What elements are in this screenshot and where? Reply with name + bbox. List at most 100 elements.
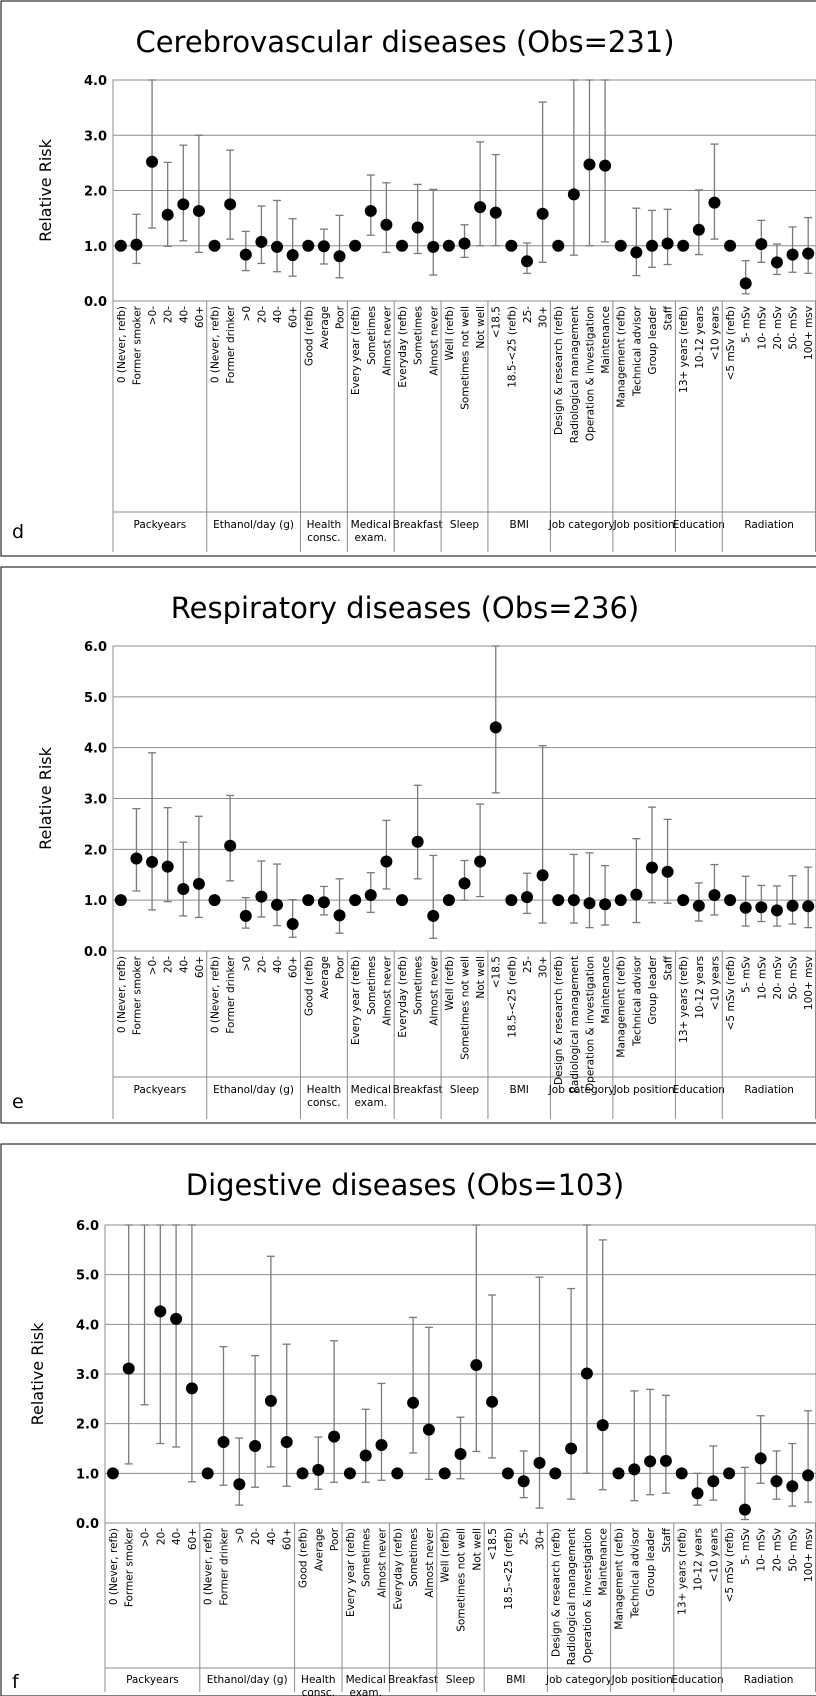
data-point	[474, 855, 487, 868]
data-point	[349, 894, 362, 907]
x-category-label: <18.5	[491, 306, 503, 338]
y-tick-label: 0.0	[84, 945, 107, 960]
x-category-label: Good (refb)	[298, 1528, 310, 1588]
data-point	[106, 1467, 119, 1480]
x-category-label: 50- mSv	[788, 956, 800, 1000]
data-point	[380, 218, 393, 231]
y-tick-label: 2.0	[84, 185, 107, 200]
x-category-label: Operation & investigation	[582, 1528, 594, 1663]
group-label: Sleep	[450, 519, 480, 531]
x-category-label: >0-	[140, 1528, 152, 1547]
x-category-label: Every year (refb)	[345, 1528, 357, 1617]
group-label: Radiation	[744, 1084, 794, 1096]
data-point	[170, 1312, 183, 1325]
data-point	[599, 159, 612, 172]
x-category-label: <10 years	[709, 306, 721, 360]
x-category-label: Operation & investigation	[584, 956, 596, 1091]
x-category-label: 60+	[194, 306, 206, 328]
data-point	[217, 1436, 230, 1449]
data-point	[177, 882, 190, 895]
x-category-label: <18.5	[487, 1528, 499, 1560]
data-point	[177, 198, 190, 211]
data-point	[391, 1467, 404, 1480]
panel-letter: f	[12, 1671, 20, 1693]
data-point	[738, 1503, 751, 1516]
x-category-label: <5 mSv (refb)	[725, 306, 737, 380]
group-label: Packyears	[134, 1084, 187, 1096]
x-category-label: 13+ years (refb)	[678, 306, 690, 393]
group-label: Medical	[351, 1084, 391, 1096]
data-point	[802, 1469, 815, 1482]
x-category-label: >0	[241, 306, 253, 321]
panel-frame	[0, 1143, 816, 1696]
data-point	[486, 1395, 499, 1408]
group-label: consc.	[302, 1687, 335, 1696]
x-category-label: 0 (Never, refb)	[203, 1528, 215, 1605]
data-point	[233, 1478, 246, 1491]
x-category-label: Sometimes not well	[456, 1528, 468, 1632]
x-category-label: 0 (Never, refb)	[210, 956, 222, 1033]
x-category-label: 18.5-<25 (refb)	[503, 1528, 515, 1610]
x-category-label: Almost never	[428, 955, 440, 1025]
data-point	[644, 1455, 657, 1468]
x-category-label: 60+	[282, 1528, 294, 1550]
x-category-label: Everyday (refb)	[397, 956, 409, 1038]
data-point	[442, 894, 455, 907]
data-point	[317, 896, 330, 909]
data-point	[661, 237, 674, 250]
data-point	[380, 855, 393, 868]
x-category-label: Not well	[471, 1528, 483, 1571]
data-point	[567, 188, 580, 201]
data-point	[130, 852, 143, 865]
x-category-label: Former smoker	[131, 305, 143, 385]
x-category-label: Operation & investigation	[584, 306, 596, 441]
x-category-label: Every year (refb)	[350, 306, 362, 395]
group-label: exam.	[355, 1097, 388, 1109]
data-point	[802, 900, 815, 913]
data-point	[470, 1359, 483, 1372]
x-category-label: Every year (refb)	[350, 956, 362, 1045]
data-point	[489, 206, 502, 219]
x-category-label: 60+	[288, 956, 300, 978]
x-category-label: 100+ msv	[803, 1528, 815, 1582]
data-point	[271, 240, 284, 253]
x-category-label: 50- mSv	[788, 306, 800, 350]
x-category-label: 5- mSv	[740, 1528, 752, 1565]
y-tick-label: 0.0	[76, 1517, 99, 1532]
data-point	[192, 204, 205, 217]
data-point	[724, 894, 737, 907]
group-label: Health	[307, 1084, 341, 1096]
x-category-label: Sometimes	[413, 306, 425, 365]
data-point	[407, 1396, 420, 1409]
data-point	[280, 1436, 293, 1449]
x-category-label: <10 years	[709, 956, 721, 1010]
x-category-label: 10-12 years	[693, 1528, 705, 1591]
x-category-label: Former drinker	[225, 955, 237, 1033]
data-point	[302, 894, 315, 907]
group-label: Packyears	[134, 519, 187, 531]
x-category-label: Technical advisor	[631, 955, 643, 1047]
x-category-label: 10- mSv	[756, 1528, 768, 1572]
data-point	[520, 891, 533, 904]
data-point	[552, 894, 565, 907]
x-category-label: Average	[319, 956, 331, 999]
data-point	[599, 898, 612, 911]
data-point	[677, 239, 690, 252]
data-point	[786, 1480, 799, 1493]
y-tick-label: 0.0	[84, 295, 107, 310]
x-category-label: >0-	[147, 956, 159, 975]
data-point	[255, 890, 268, 903]
y-tick-label: 5.0	[76, 1269, 99, 1284]
data-point	[271, 898, 284, 911]
group-label: Breakfast	[393, 1084, 443, 1096]
x-category-label: Almost never	[424, 1527, 436, 1597]
x-category-label: Former drinker	[225, 305, 237, 383]
data-point	[596, 1419, 609, 1432]
x-category-label: Technical advisor	[631, 305, 643, 397]
group-label: Breakfast	[388, 1674, 438, 1686]
x-category-label: 20-	[250, 1528, 262, 1545]
x-category-label: Well (refb)	[440, 1528, 452, 1583]
data-point	[343, 1467, 356, 1480]
data-point	[628, 1463, 641, 1476]
